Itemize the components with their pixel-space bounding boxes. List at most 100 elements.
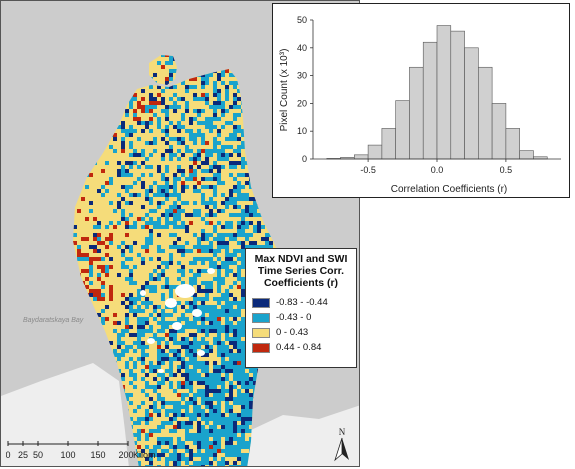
raster-cell	[213, 365, 217, 369]
raster-cell	[217, 393, 221, 397]
raster-cell	[177, 441, 181, 445]
raster-cell	[97, 297, 101, 301]
raster-cell	[157, 465, 161, 466]
raster-cell	[253, 229, 257, 233]
raster-cell	[229, 337, 233, 341]
raster-cell	[209, 221, 213, 225]
raster-cell	[225, 225, 229, 229]
raster-cell	[213, 453, 217, 457]
raster-cell	[193, 301, 197, 305]
raster-cell	[245, 461, 249, 465]
raster-cell	[229, 225, 233, 229]
raster-cell	[101, 309, 105, 313]
raster-cell	[141, 317, 145, 321]
raster-cell	[93, 289, 97, 293]
raster-cell	[165, 177, 169, 181]
raster-cell	[93, 293, 97, 297]
raster-cell	[245, 465, 249, 466]
raster-cell	[125, 225, 129, 229]
raster-cell	[217, 277, 221, 281]
raster-cell	[241, 253, 245, 257]
raster-cell	[165, 221, 169, 225]
raster-cell	[245, 405, 249, 409]
scale-unit: Kilometers	[133, 450, 156, 460]
raster-cell	[193, 305, 197, 309]
raster-cell	[141, 369, 145, 373]
raster-cell	[221, 377, 225, 381]
raster-cell	[117, 321, 121, 325]
raster-cell	[125, 113, 129, 117]
histogram-bars	[326, 25, 548, 160]
scale-label: 0	[6, 450, 11, 460]
raster-cell	[189, 249, 193, 253]
raster-cell	[169, 97, 173, 101]
raster-cell	[205, 177, 209, 181]
raster-cell	[149, 417, 153, 421]
raster-cell	[201, 137, 205, 141]
raster-cell	[177, 393, 181, 397]
raster-cell	[173, 209, 177, 213]
raster-cell	[233, 341, 237, 345]
raster-cell	[149, 461, 153, 465]
raster-cell	[145, 433, 149, 437]
raster-cell	[181, 249, 185, 253]
raster-cell	[189, 377, 193, 381]
raster-cell	[233, 353, 237, 357]
raster-cell	[189, 213, 193, 217]
raster-cell	[153, 289, 157, 293]
raster-cell	[189, 133, 193, 137]
raster-cell	[201, 141, 205, 145]
north-arrow-right-half	[342, 438, 349, 460]
raster-cell	[213, 93, 217, 97]
raster-cell	[229, 417, 233, 421]
raster-cell	[185, 461, 189, 465]
raster-cell	[181, 445, 185, 449]
raster-cell	[153, 385, 157, 389]
raster-cell	[153, 449, 157, 453]
raster-cell	[145, 189, 149, 193]
raster-cell	[229, 385, 233, 389]
raster-cell	[253, 209, 257, 213]
raster-cell	[121, 169, 125, 173]
raster-cell	[145, 345, 149, 349]
raster-cell	[125, 349, 129, 353]
raster-cell	[121, 141, 125, 145]
raster-cell	[213, 317, 217, 321]
raster-cell	[193, 177, 197, 181]
raster-cell	[189, 361, 193, 365]
legend-title: Max NDVI and SWI Time Series Corr. Coeff…	[254, 253, 348, 289]
raster-cell	[153, 113, 157, 117]
raster-cell	[205, 405, 209, 409]
raster-cell	[97, 189, 101, 193]
raster-cell	[105, 225, 109, 229]
raster-cell	[193, 349, 197, 353]
raster-cell	[229, 313, 233, 317]
raster-cell	[137, 305, 141, 309]
raster-cell	[205, 389, 209, 393]
raster-cell	[133, 225, 137, 229]
raster-cell	[229, 449, 233, 453]
raster-cell	[225, 205, 229, 209]
raster-cell	[157, 365, 161, 369]
raster-cell	[205, 393, 209, 397]
raster-cell	[165, 345, 169, 349]
raster-cell	[205, 369, 209, 373]
raster-cell	[209, 385, 213, 389]
raster-cell	[137, 317, 141, 321]
raster-cell	[205, 373, 209, 377]
raster-cell	[157, 373, 161, 377]
raster-cell	[205, 149, 209, 153]
raster-cell	[189, 421, 193, 425]
raster-cell	[165, 449, 169, 453]
raster-cell	[109, 237, 113, 241]
raster-cell	[185, 185, 189, 189]
raster-cell	[121, 121, 125, 125]
raster-cell	[185, 429, 189, 433]
raster-cell	[129, 153, 133, 157]
raster-cell	[169, 57, 173, 61]
raster-cell	[217, 165, 221, 169]
raster-cell	[125, 345, 129, 349]
raster-cell	[185, 109, 189, 113]
raster-cell	[137, 105, 141, 109]
map-canvas	[1, 1, 359, 466]
